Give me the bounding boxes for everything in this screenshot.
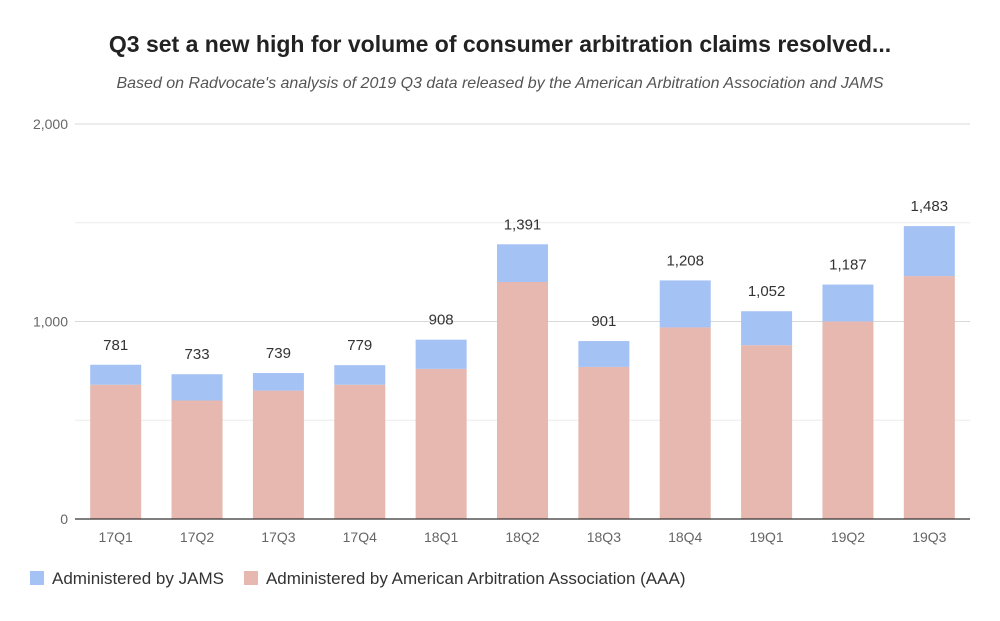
bar-aaa-19Q3: [903, 276, 955, 519]
y-tick-label: 1,000: [33, 314, 68, 330]
x-tick-label: 18Q2: [505, 529, 539, 545]
y-tick-label: 2,000: [33, 116, 68, 132]
x-tick-label: 19Q1: [749, 529, 783, 545]
total-label-18Q3: 901: [591, 313, 616, 330]
legend: Administered by JAMS Administered by Amer…: [30, 569, 685, 588]
y-tick-label: 0: [60, 511, 68, 527]
bar-jams-17Q3: [252, 373, 304, 391]
bar-aaa-19Q2: [822, 321, 874, 519]
total-label-18Q1: 908: [429, 312, 454, 329]
bar-jams-17Q4: [334, 365, 386, 385]
bar-aaa-19Q1: [741, 345, 793, 519]
bar-aaa-17Q2: [171, 400, 223, 519]
total-label-19Q3: 1,483: [911, 198, 949, 215]
data-labels: 781 733 739 779 908 1,391 901 1,208 1,052 1,187 1,…: [103, 198, 948, 363]
legend-swatch: [30, 571, 44, 585]
x-tick-label: 18Q4: [668, 529, 702, 545]
bar-jams-18Q2: [497, 244, 548, 282]
x-axis: 17Q1 17Q2 17Q3 17Q4 18Q1 18Q2 18Q3 18Q4 19Q1 19Q2…: [75, 518, 970, 545]
bars: [90, 226, 955, 519]
bar-aaa-18Q4: [659, 327, 711, 519]
x-tick-label: 19Q2: [831, 529, 865, 545]
bar-jams-19Q2: [822, 284, 874, 322]
total-label-18Q4: 1,208: [666, 252, 704, 269]
legend-label: Administered by American Arbitration Ass…: [266, 569, 686, 588]
total-label-17Q4: 779: [347, 337, 372, 354]
bar-jams-18Q3: [578, 341, 630, 367]
bar-aaa-17Q3: [252, 390, 304, 519]
x-tick-label: 17Q3: [261, 529, 295, 545]
bar-aaa-17Q1: [90, 384, 142, 519]
chart-title: Q3 set a new high for volume of consumer…: [109, 31, 891, 57]
bar-jams-18Q4: [659, 280, 711, 328]
legend-label: Administered by JAMS: [52, 569, 224, 588]
total-label-17Q1: 781: [103, 337, 128, 354]
x-tick-label: 17Q2: [180, 529, 214, 545]
bar-jams-18Q1: [415, 339, 467, 369]
x-tick-label: 18Q3: [587, 529, 621, 545]
total-label-19Q2: 1,187: [829, 257, 867, 274]
bar-aaa-18Q2: [497, 282, 548, 519]
bar-aaa-18Q1: [415, 368, 467, 519]
bar-aaa-17Q4: [334, 384, 386, 519]
x-tick-label: 17Q4: [343, 529, 377, 545]
bar-jams-19Q1: [741, 311, 793, 346]
bar-jams-17Q1: [90, 364, 142, 385]
total-label-17Q2: 733: [185, 346, 210, 363]
bar-jams-19Q3: [903, 226, 955, 277]
x-tick-label: 19Q3: [912, 529, 946, 545]
x-tick-label: 18Q1: [424, 529, 458, 545]
total-label-17Q3: 739: [266, 345, 291, 362]
legend-swatch: [243, 571, 258, 585]
total-label-18Q2: 1,391: [504, 216, 542, 233]
bar-aaa-18Q3: [578, 366, 630, 519]
chart-subtitle: Based on Radvocate's analysis of 2019 Q3…: [116, 75, 883, 92]
total-label-19Q1: 1,052: [748, 283, 786, 300]
bar-jams-17Q2: [171, 374, 223, 401]
x-tick-label: 17Q1: [99, 529, 133, 545]
y-axis: 0 1,000 2,000: [33, 116, 68, 527]
